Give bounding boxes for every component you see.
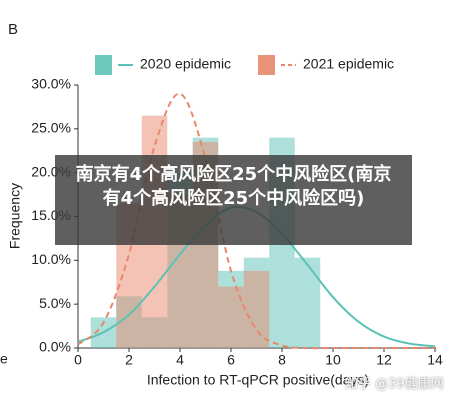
histogram-bar	[243, 270, 270, 348]
overlay-caption: 南京有4个高风险区25个中风险区(南京有4个高风险区25个中风险区吗)	[55, 155, 412, 245]
x-tick-label: 0	[74, 352, 82, 368]
x-tick-label: 2	[125, 352, 133, 368]
legend-swatch	[258, 55, 275, 75]
watermark: 知乎 @39健康网	[345, 377, 444, 392]
y-tick-label: 10.0%	[31, 251, 71, 267]
y-tick-label: 30.0%	[31, 76, 71, 92]
y-tick-label: 0.0%	[39, 339, 71, 355]
x-tick-label: 10	[325, 352, 341, 368]
legend-label: 2020 epidemic	[140, 56, 231, 72]
histogram-bar	[294, 257, 321, 348]
edge-text: e	[0, 351, 8, 367]
panel-label: B	[8, 21, 18, 38]
x-tick-label: 4	[176, 352, 184, 368]
x-tick-label: 6	[227, 352, 235, 368]
y-tick-label: 25.0%	[31, 120, 71, 136]
x-axis-label: Infection to RT-qPCR positive(days)	[147, 372, 369, 388]
y-tick-label: 5.0%	[39, 295, 71, 311]
fit-curve	[77, 92, 435, 350]
y-axis-label: Frequency	[7, 183, 23, 249]
x-tick-label: 12	[376, 352, 392, 368]
legend-label: 2021 epidemic	[303, 56, 394, 72]
legend-swatch	[95, 55, 112, 75]
x-tick-label: 8	[278, 352, 286, 368]
x-tick-label: 14	[427, 352, 443, 368]
